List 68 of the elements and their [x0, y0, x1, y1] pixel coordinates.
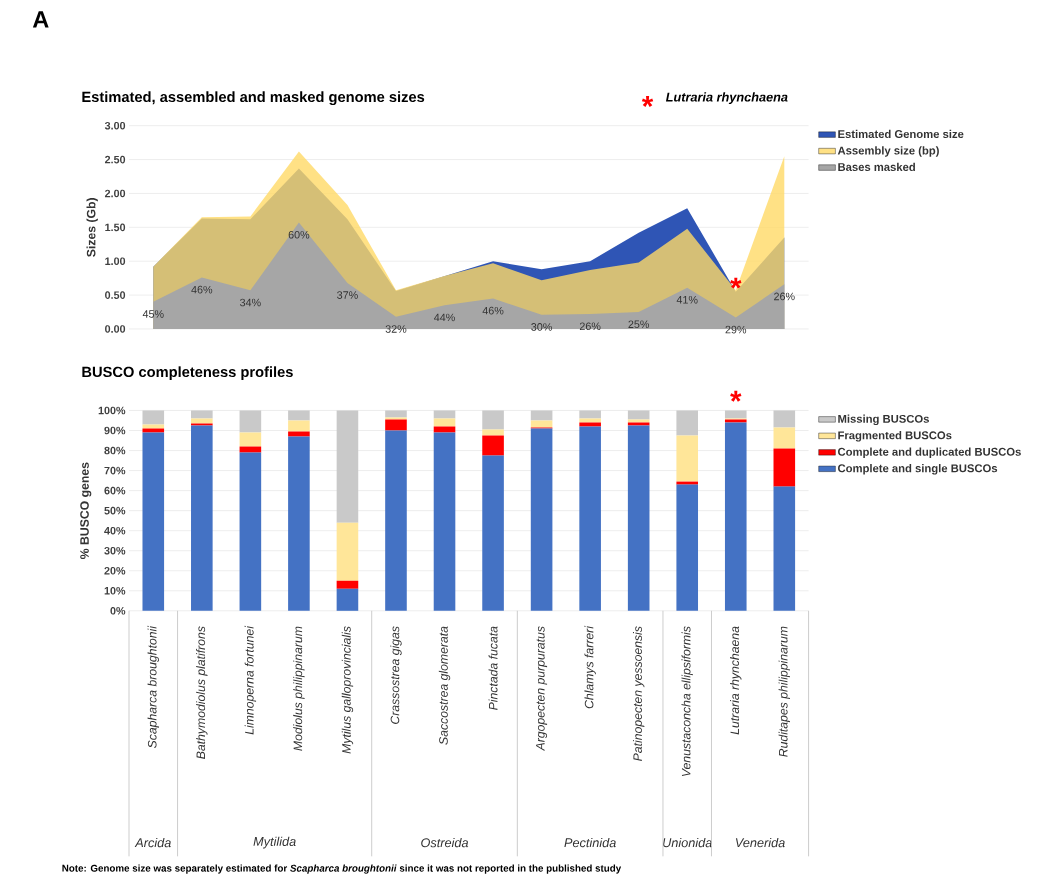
- text: Note: Genome size was separately estimated for Scapharca broughtonii since it was not reported in the published study: [62, 864, 622, 874]
- y-tick-label: 40%: [104, 527, 126, 535]
- text: Lutraria rhynchaena: [665, 92, 788, 105]
- x-tick-label: Mytilus galloprovincialis: [341, 626, 354, 754]
- text: Ostreida: [421, 838, 469, 848]
- annotation: 44%: [434, 313, 455, 322]
- text: *: [641, 96, 654, 107]
- annotation: 46%: [191, 285, 213, 294]
- chart-title: BUSCO completeness profiles: [82, 366, 293, 381]
- text: Venerida: [735, 838, 785, 848]
- annotation: 34%: [240, 298, 261, 307]
- legend-label: Bases masked: [838, 162, 915, 172]
- annotation: 60%: [288, 231, 310, 239]
- y-axis-title: Sizes (Gb): [86, 198, 98, 257]
- y-tick-label: 70%: [104, 466, 126, 475]
- y-tick-label: 0.00: [105, 325, 126, 333]
- y-tick-label: 0%: [110, 607, 126, 615]
- y-tick-label: 30%: [104, 547, 126, 555]
- legend-label: Missing BUSCOs: [838, 414, 929, 426]
- annotation: 25%: [628, 320, 650, 329]
- legend-label: Fragmented BUSCOs: [838, 431, 952, 442]
- annotation: 26%: [774, 292, 795, 301]
- x-tick-label: Patinopecten yessoensis: [632, 626, 645, 762]
- text: *: [730, 390, 742, 402]
- annotation: 41%: [676, 296, 698, 304]
- x-tick-label: Pinctada fucata: [488, 626, 498, 711]
- annotation: 32%: [385, 325, 407, 333]
- x-tick-label: Chlamys farreri: [584, 625, 596, 709]
- x-tick-label: Crassostrea gigas: [390, 626, 402, 725]
- x-tick-label: Ruditapes philippinarum: [778, 626, 790, 757]
- legend-label: Complete and duplicated BUSCOs: [838, 447, 1021, 459]
- legend-label: Assembly size (bp): [837, 146, 939, 157]
- annotation: 37%: [337, 291, 358, 299]
- annotation: 26%: [579, 322, 601, 331]
- y-tick-label: 1.00: [105, 257, 126, 266]
- y-tick-label: 60%: [104, 486, 126, 495]
- x-tick-label: Limnoperna fortunei: [244, 625, 257, 735]
- y-tick-label: 10%: [104, 587, 126, 595]
- y-tick-label: 1.50: [105, 223, 126, 232]
- y-tick-label: 50%: [104, 506, 126, 515]
- text: A: [32, 11, 49, 28]
- y-tick-label: 2.00: [104, 189, 126, 198]
- text: Arcida: [134, 838, 171, 848]
- y-tick-label: 20%: [104, 567, 126, 575]
- text: Mytilida: [253, 836, 296, 849]
- legend-label: Complete and single BUSCOs: [838, 464, 998, 475]
- x-tick-label: Lutraria rhynchaena: [730, 626, 742, 735]
- annotation: 29%: [725, 325, 747, 334]
- y-tick-label: 90%: [104, 426, 126, 435]
- x-tick-label: Modiolus philippinarum: [293, 626, 305, 751]
- annotation: 45%: [142, 310, 164, 318]
- x-tick-label: Saccostrea glomerata: [438, 626, 451, 745]
- text: Unionida: [663, 838, 712, 848]
- x-tick-label: Bathymodiolus platifrons: [196, 626, 208, 760]
- text: Pectinida: [564, 838, 616, 848]
- legend-label: Estimated Genome size: [838, 129, 964, 139]
- x-tick-label: Venustaconcha ellipsiformis: [681, 626, 693, 777]
- y-axis-title: % BUSCO genes: [80, 462, 92, 560]
- y-tick-label: 3.00: [104, 122, 126, 130]
- y-tick-label: 80%: [104, 446, 126, 455]
- y-tick-label: 2.50: [104, 155, 126, 164]
- annotation: 46%: [482, 306, 504, 315]
- annotation: *: [730, 277, 742, 289]
- y-tick-label: 0.50: [105, 291, 126, 300]
- y-tick-label: 100%: [98, 406, 126, 415]
- x-tick-label: Argopecten purpuratus: [536, 626, 548, 752]
- chart-title: Estimated, assembled and masked genome sizes: [82, 91, 425, 106]
- x-tick-label: Scapharca broughtonii: [147, 625, 159, 749]
